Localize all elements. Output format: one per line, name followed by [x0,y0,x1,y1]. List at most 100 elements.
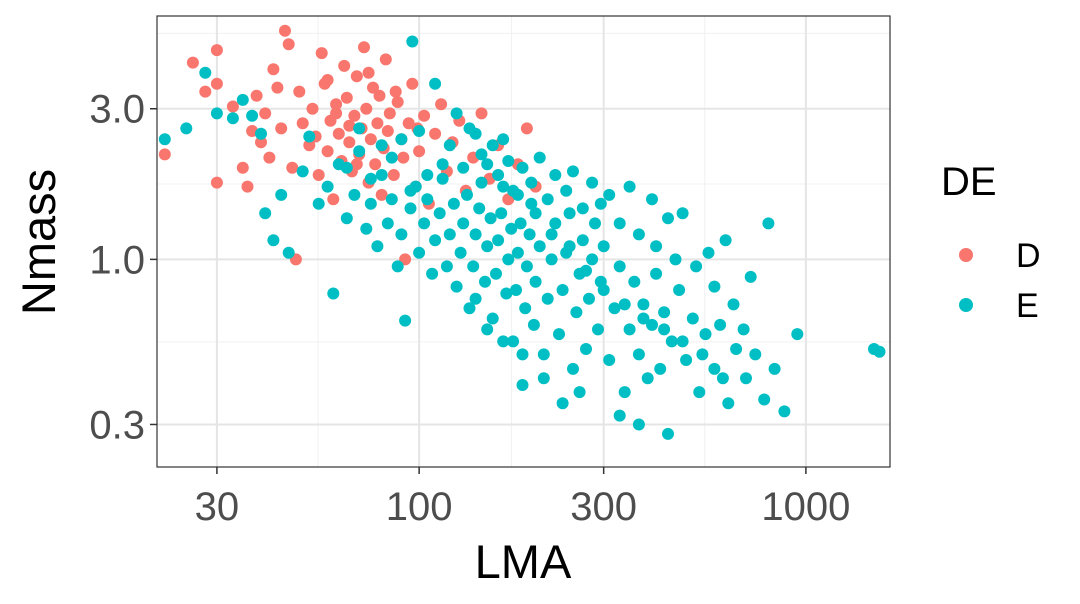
point-E [516,348,529,361]
point-E [586,253,599,266]
point-E [541,292,554,305]
point-E [492,234,505,247]
point-D [210,176,223,189]
point-E [693,386,706,399]
point-E [429,234,442,247]
point-E [375,169,388,181]
x-axis-title: LMA [475,535,572,588]
point-D [389,85,402,98]
point-E [613,217,626,230]
point-E [340,212,353,225]
point-E [628,275,641,288]
point-E [375,139,388,152]
point-E [650,267,663,280]
point-E [282,246,295,259]
point-E [475,176,488,189]
point-E [391,260,404,273]
point-E [768,362,781,375]
point-E [567,362,579,375]
point-E [537,372,550,385]
point-D [263,151,276,164]
point-E [495,207,508,220]
point-D [293,85,306,98]
point-E [646,318,658,331]
point-E [533,151,546,164]
point-E [632,348,645,361]
y-tick-label: 3.0 [89,88,145,132]
x-tick-label: 300 [570,485,637,529]
point-D [435,98,448,111]
point-E [603,188,616,201]
point-D [226,100,239,113]
point-E [722,397,735,410]
point-E [586,176,599,189]
point-E [158,133,171,146]
point-E [529,207,542,220]
point-E [481,158,494,171]
point-E [426,267,439,280]
point-E [618,386,631,399]
point-D [358,41,370,54]
point-E [399,314,412,327]
point-D [199,85,212,98]
point-E [580,264,592,277]
point-E [632,418,645,431]
point-E [690,260,703,273]
point-E [429,77,442,90]
point-E [533,240,546,253]
point-E [637,312,650,325]
point-E [545,253,558,266]
point-E [740,372,752,385]
point-D [371,117,384,130]
point-E [447,197,460,210]
point-D [397,151,410,164]
point-E [618,298,631,311]
point-D [282,38,295,51]
point-D [373,89,386,102]
point-E [469,292,482,305]
point-E [641,372,654,385]
point-D [321,74,334,86]
point-E [719,234,732,247]
point-D [210,77,223,90]
point-E [519,302,532,315]
point-E [549,169,562,181]
point-E [529,275,542,288]
point-E [520,260,533,273]
point-E [461,188,473,201]
point-E [527,318,540,331]
point-E [570,306,583,319]
point-E [481,240,494,253]
point-E [632,228,645,241]
point-D [379,53,392,66]
point-D [210,44,223,57]
point-E [594,197,607,210]
point-E [364,197,377,210]
point-D [406,77,419,90]
point-E [486,312,499,325]
legend-label-E: E [1016,287,1039,325]
point-D [271,81,284,94]
y-tick-label: 0.3 [89,403,145,447]
point-E [708,280,721,293]
point-E [573,386,586,399]
legend: DE DE [941,160,1041,325]
point-E [654,362,667,375]
point-E [502,155,515,167]
legend-key-E [959,298,973,312]
point-E [583,292,595,305]
point-D [418,109,431,122]
point-D [330,107,343,120]
point-E [749,348,762,361]
point-E [603,354,616,366]
point-D [255,136,267,149]
point-E [567,165,579,178]
point-E [421,193,434,206]
x-tick-label: 100 [386,485,453,529]
point-E [730,343,743,355]
point-E [457,161,470,174]
point-E [481,323,494,336]
point-E [497,133,510,146]
point-E [353,122,366,135]
point-E [563,240,576,253]
